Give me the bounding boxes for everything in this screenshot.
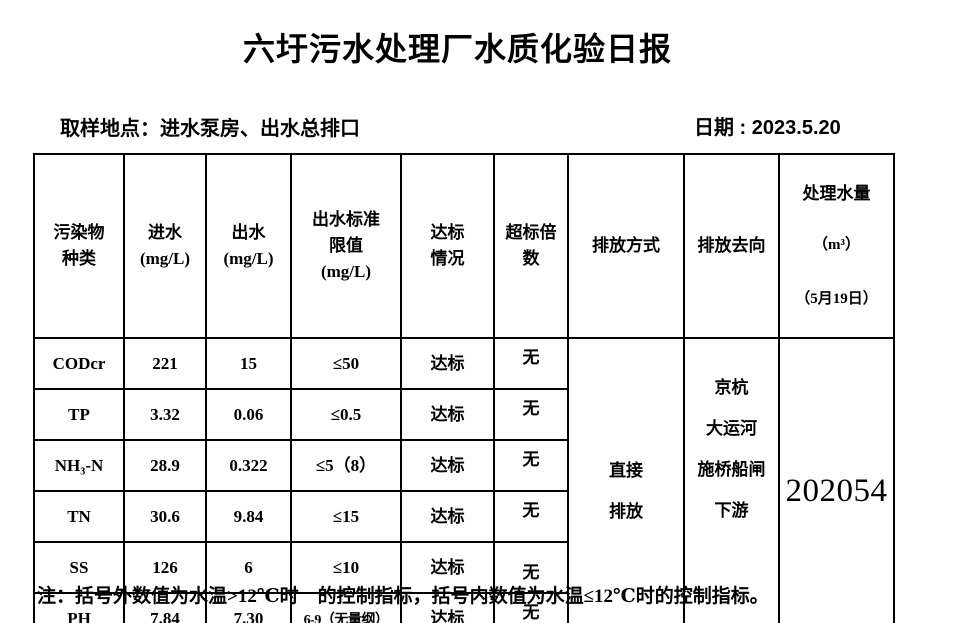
effluent-value: 0.06: [205, 388, 292, 442]
discharge-method-cell: 直接 排放: [567, 337, 685, 623]
pollutant-name: PH: [33, 592, 125, 623]
pollutant-name: SS: [33, 541, 125, 595]
footnote: 注：括号外数值为水温>12℃时 的控制指标，括号内数值为水温≤12℃时的控制指标…: [37, 586, 769, 607]
status-value: 达标: [400, 592, 495, 623]
limit-value: 6-9（无量纲）: [290, 592, 402, 623]
header-exceed: 超标倍 数: [493, 152, 569, 340]
influent-value: 30.6: [123, 490, 207, 544]
treated-volume-cell: 202054: [778, 337, 895, 623]
limit-value: ≤10: [290, 541, 402, 595]
influent-value: 28.9: [123, 439, 207, 493]
table-row: NH₃-N 28.9 0.322 ≤5（8） 达标 无: [33, 439, 894, 493]
table-row: SS 126 6 ≤10 达标 无: [33, 541, 894, 595]
header-discharge-destination: 排放去向: [683, 152, 780, 340]
header-pollutant: 污染物 种类: [33, 152, 125, 340]
effluent-value: 6: [205, 541, 292, 595]
page-title: 六圩污水处理厂水质化验日报: [242, 31, 672, 67]
header-discharge-method: 排放方式: [567, 152, 685, 340]
header-treated-volume-unit: （m³）: [813, 237, 860, 254]
status-value: 达标: [400, 439, 495, 493]
limit-value: ≤5（8）: [290, 439, 402, 493]
table-row: CODcr 221 15 ≤50 达标 无 直接 排放 京杭 大运河 施桥船闸 …: [33, 337, 895, 623]
header-treated-volume: 处理水量 （m³） （5月19日）: [778, 152, 895, 340]
effluent-value: 9.84: [205, 490, 292, 544]
header-influent: 进水 (mg/L): [123, 152, 207, 340]
influent-value: 7.84: [123, 592, 207, 623]
pollutant-name: TN: [33, 490, 125, 544]
report-date-label: 日期 : 2023.5.20: [694, 117, 841, 139]
header-limit: 出水标准 限值 (mg/L): [290, 152, 402, 340]
effluent-value: 7.30: [205, 592, 292, 623]
table-row: TP 3.32 0.06 ≤0.5 达标 无: [33, 388, 894, 442]
water-quality-table: 污染物 种类 进水 (mg/L) 出水 (mg/L) 出水标准 限值 (mg/L…: [33, 152, 895, 623]
effluent-value: 0.322: [205, 439, 292, 493]
header-row: 污染物 种类 进水 (mg/L) 出水 (mg/L) 出水标准 限值 (mg/L…: [33, 152, 895, 340]
table-row: TN 30.6 9.84 ≤15 达标 无: [33, 490, 894, 544]
header-status: 达标 情况: [400, 152, 495, 340]
effluent-value: 15: [205, 337, 292, 391]
discharge-destination-cell: 京杭 大运河 施桥船闸 下游: [683, 337, 780, 623]
limit-value: ≤50: [290, 337, 402, 391]
sampling-location-label: 取样地点：进水泵房、出水总排口: [60, 118, 360, 140]
exceed-value: 无: [493, 592, 569, 623]
status-value: 达标: [400, 541, 495, 595]
exceed-value: 无: [493, 388, 569, 442]
exceed-value: 无: [493, 337, 569, 391]
limit-value: ≤15: [290, 490, 402, 544]
influent-value: 221: [123, 337, 207, 391]
pollutant-name: NH₃-N: [33, 439, 125, 493]
exceed-value: 无: [493, 439, 569, 493]
limit-value: ≤0.5: [290, 388, 402, 442]
header-effluent: 出水 (mg/L): [205, 152, 292, 340]
header-treated-volume-date: （5月19日）: [795, 290, 878, 307]
exceed-value: 无: [493, 541, 569, 595]
exceed-value: 无: [493, 490, 569, 544]
influent-value: 3.32: [123, 388, 207, 442]
status-value: 达标: [400, 490, 495, 544]
influent-value: 126: [123, 541, 207, 595]
pollutant-name: TP: [33, 388, 125, 442]
header-treated-volume-title: 处理水量: [802, 184, 871, 204]
table-row: PH 7.84 7.30 6-9（无量纲） 达标 无: [33, 592, 894, 623]
pollutant-name: CODcr: [33, 337, 125, 391]
status-value: 达标: [400, 337, 495, 391]
status-value: 达标: [400, 388, 495, 442]
